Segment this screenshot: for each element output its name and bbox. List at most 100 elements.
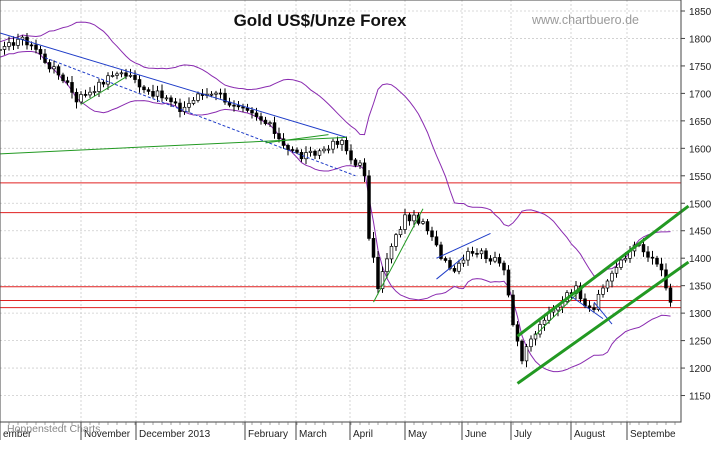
candle-body <box>457 262 461 272</box>
candle-body <box>317 150 322 156</box>
y-tick-label: 1350 <box>689 282 712 293</box>
candle-body <box>326 148 331 151</box>
candle-body <box>2 46 7 50</box>
price-candle <box>322 146 326 154</box>
price-candle <box>88 87 92 98</box>
price-candle <box>61 72 65 84</box>
x-tick-label: Septembe <box>630 429 676 440</box>
price-candle <box>466 247 470 266</box>
price-candle <box>335 136 340 149</box>
trend-line <box>571 296 604 320</box>
price-candles <box>0 33 673 368</box>
price-candle <box>371 232 376 263</box>
x-axis: ember November December 2013 February March A… <box>0 422 676 440</box>
candle-body <box>443 258 448 261</box>
candle-body <box>290 149 295 151</box>
price-candle <box>515 321 520 347</box>
price-candle <box>326 145 331 154</box>
price-candle <box>268 120 272 127</box>
price-candle <box>137 75 142 93</box>
y-tick-label: 1800 <box>689 34 712 45</box>
price-candle <box>340 138 344 151</box>
price-candle <box>380 266 385 293</box>
candle-body <box>128 74 133 77</box>
trend-line <box>0 32 347 138</box>
candle-body <box>425 221 430 232</box>
candle-body <box>191 100 196 104</box>
source-note: Hoppenstedt Charts <box>7 423 100 435</box>
candle-body <box>398 229 403 236</box>
candle-body <box>155 90 160 97</box>
candle-body <box>187 103 191 108</box>
candle-body <box>520 340 524 362</box>
candle-body <box>286 145 290 150</box>
candle-body <box>353 159 358 166</box>
price-candle <box>430 226 434 241</box>
candle-body <box>119 72 124 75</box>
price-candle <box>479 248 484 260</box>
candle-body <box>169 97 173 103</box>
candle-body <box>34 44 38 50</box>
price-candle <box>389 243 394 264</box>
candle-body <box>182 106 187 112</box>
price-candle <box>182 101 187 115</box>
price-candle <box>236 101 241 110</box>
price-candle <box>7 36 11 51</box>
price-candle <box>70 75 74 99</box>
candle-body <box>70 82 74 93</box>
trend-line <box>593 301 613 325</box>
x-tick-label: December 2013 <box>139 429 211 440</box>
x-tick-label: April <box>353 429 373 440</box>
candle-body <box>596 293 601 310</box>
trend-line <box>436 233 491 259</box>
candle-body <box>389 246 394 260</box>
price-candle <box>313 149 317 159</box>
y-axis: 1150 1200 1250 1300 1350 1400 1450 1500 1550 1600… <box>681 7 712 403</box>
candle-body <box>578 285 583 300</box>
y-tick-label: 1850 <box>689 7 712 18</box>
candle-body <box>407 214 412 222</box>
price-candle <box>668 283 673 307</box>
price-candle <box>511 290 515 327</box>
price-candle <box>394 232 398 251</box>
price-candle <box>155 85 160 102</box>
price-candle <box>223 88 227 105</box>
trend-lines <box>0 32 690 385</box>
price-candle <box>421 218 425 226</box>
price-candle <box>83 89 88 98</box>
candle-body <box>529 338 533 348</box>
price-candle <box>587 300 592 312</box>
candle-body <box>344 140 349 152</box>
price-candle <box>353 158 358 168</box>
price-candle <box>11 36 16 50</box>
price-candle <box>605 279 610 292</box>
y-tick-label: 1400 <box>689 254 712 265</box>
price-candle <box>92 85 97 97</box>
price-candle <box>146 87 151 95</box>
price-candle <box>308 146 313 157</box>
candle-body <box>281 138 286 146</box>
candle-body <box>470 251 475 254</box>
candle-body <box>268 122 272 125</box>
candle-body <box>277 133 281 140</box>
price-candle <box>241 103 245 113</box>
price-candle <box>358 160 362 169</box>
candle-body <box>218 92 223 95</box>
price-candle <box>218 88 223 99</box>
price-candle <box>38 45 43 60</box>
candle-body <box>295 149 299 153</box>
candle-body <box>196 93 200 101</box>
plot-frame <box>0 0 682 423</box>
price-candle <box>434 230 439 247</box>
price-candle <box>65 76 70 86</box>
trend-line <box>516 204 690 338</box>
candle-body <box>484 250 488 259</box>
candle-body <box>7 42 11 47</box>
price-candle <box>475 248 479 258</box>
candle-body <box>362 162 367 177</box>
y-tick-label: 1300 <box>689 309 712 320</box>
price-candle <box>97 78 101 98</box>
price-candle <box>169 95 173 107</box>
trend-line <box>80 76 127 105</box>
candle-body <box>367 175 371 239</box>
